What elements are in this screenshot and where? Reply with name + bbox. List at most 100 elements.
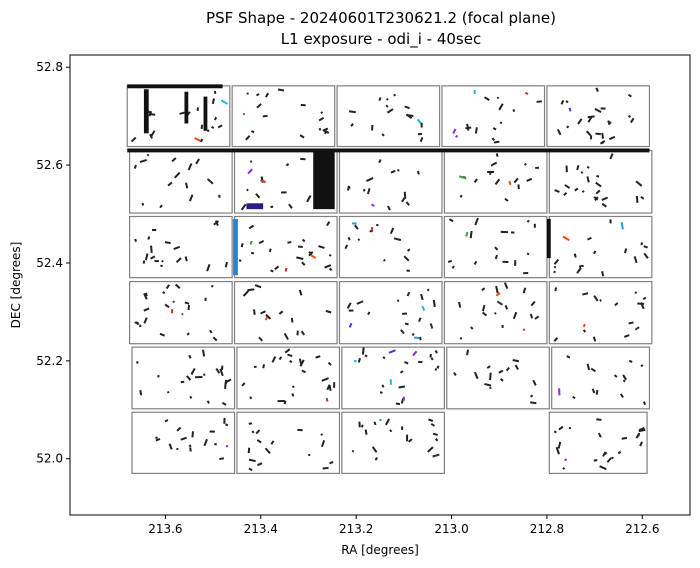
psf-stick — [366, 177, 374, 182]
psf-stick — [596, 418, 602, 421]
psf-stick — [429, 323, 434, 329]
psf-stick — [411, 332, 415, 336]
psf-stick — [224, 261, 228, 268]
psf-stick — [327, 361, 332, 366]
chips-layer — [126, 85, 653, 475]
psf-stick — [200, 138, 204, 143]
psf-stick — [257, 462, 263, 467]
psf-stick — [155, 436, 158, 440]
ccd-chip — [548, 280, 653, 345]
psf-stick — [291, 393, 295, 397]
psf-stick — [209, 329, 213, 334]
dense-psf-region — [313, 150, 335, 210]
psf-stick — [595, 87, 599, 93]
psf-stick — [459, 194, 463, 198]
psf-stick — [627, 93, 632, 98]
psf-stick — [283, 400, 287, 405]
psf-stick — [283, 332, 289, 341]
psf-stick — [498, 369, 504, 374]
psf-stick — [186, 332, 190, 336]
psf-stick — [553, 258, 560, 265]
psf-stick — [290, 317, 294, 323]
psf-stick — [554, 189, 560, 193]
psf-stick — [591, 388, 596, 394]
psf-stick — [412, 350, 418, 357]
psf-stick — [387, 205, 391, 211]
psf-stick — [399, 370, 404, 374]
psf-stick — [265, 314, 272, 320]
psf-stick — [630, 117, 635, 124]
psf-stick — [514, 364, 519, 370]
psf-stick — [587, 115, 595, 119]
psf-stick — [389, 227, 395, 235]
psf-stick — [157, 374, 160, 378]
ccd-chip — [441, 85, 546, 148]
psf-stick — [189, 395, 193, 399]
psf-stick — [188, 354, 192, 359]
psf-stick — [382, 356, 386, 360]
psf-stick — [581, 190, 585, 193]
psf-stick — [146, 153, 150, 157]
psf-stick — [166, 391, 170, 394]
psf-stick — [601, 196, 609, 202]
psf-stick — [414, 336, 420, 340]
psf-stick — [505, 366, 510, 372]
psf-stick — [473, 260, 478, 265]
x-tick-label: 213.4 — [244, 522, 278, 536]
psf-stick — [213, 220, 220, 226]
psf-stick — [532, 379, 537, 386]
psf-stick — [271, 356, 277, 363]
psf-stick — [324, 264, 332, 269]
psf-stick — [184, 256, 188, 262]
psf-stick — [354, 224, 359, 230]
ccd-chip — [131, 411, 236, 475]
psf-stick — [378, 159, 382, 164]
psf-stick — [384, 418, 391, 426]
psf-stick — [167, 181, 173, 187]
psf-stick — [248, 422, 253, 425]
ccd-chip — [341, 411, 445, 475]
psf-stick — [362, 188, 366, 192]
psf-stick — [260, 179, 266, 184]
psf-stick — [638, 426, 645, 432]
psf-stick — [466, 349, 470, 356]
psf-stick — [190, 367, 196, 375]
psf-stick — [287, 353, 293, 358]
psf-stick — [599, 139, 606, 145]
psf-stick — [262, 364, 266, 369]
psf-stick — [405, 201, 410, 206]
psf-stick — [602, 451, 607, 457]
y-tick-label: 52.0 — [36, 452, 63, 466]
psf-stick — [562, 467, 566, 470]
ccd-chip — [546, 85, 651, 148]
psf-stick — [143, 317, 148, 324]
psf-stick — [255, 93, 260, 97]
psf-stick — [512, 109, 516, 112]
psf-stick — [240, 203, 247, 211]
psf-stick — [270, 269, 274, 273]
psf-stick — [404, 105, 410, 110]
psf-stick — [582, 323, 586, 328]
psf-stick — [247, 447, 251, 454]
psf-stick — [493, 312, 497, 315]
psf-stick — [421, 305, 426, 311]
psf-stick — [264, 316, 269, 321]
psf-stick — [564, 184, 571, 189]
psf-stick — [580, 171, 584, 174]
psf-stick — [496, 300, 504, 306]
ccd-chip — [126, 85, 231, 148]
psf-stick — [186, 375, 192, 381]
psf-stick — [493, 140, 500, 144]
psf-stick — [306, 195, 312, 203]
x-tick-label: 213.2 — [339, 522, 373, 536]
psf-stick — [264, 447, 271, 454]
psf-stick — [640, 195, 645, 200]
psf-stick — [287, 241, 292, 244]
psf-stick — [301, 238, 306, 243]
psf-stick — [325, 397, 329, 402]
psf-stick — [522, 287, 527, 294]
psf-stick — [357, 357, 361, 363]
psf-stick — [595, 389, 599, 395]
psf-stick — [553, 270, 556, 274]
psf-stick — [246, 188, 249, 192]
